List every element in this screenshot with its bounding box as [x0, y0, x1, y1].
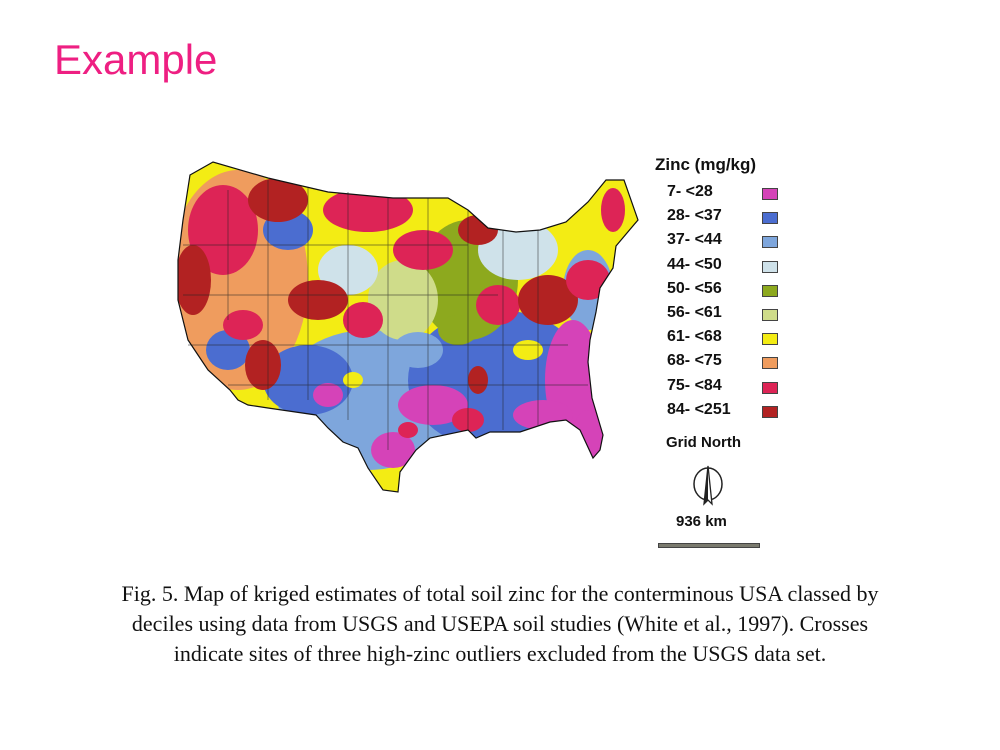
caption-line: Fig. 5. Map of kriged estimates of total…	[121, 581, 879, 606]
legend-swatch	[762, 357, 778, 370]
zinc-map	[168, 150, 648, 550]
legend-label: 28- <37	[667, 207, 722, 225]
legend-swatch	[762, 260, 778, 273]
legend-label: 61- <68	[667, 328, 722, 346]
legend-swatch	[762, 188, 778, 200]
legend-label: 56- <61	[667, 303, 722, 321]
legend-label: 75- <84	[667, 376, 722, 394]
legend-swatch	[762, 212, 778, 225]
state-boundaries	[183, 180, 588, 450]
scale-bar	[658, 543, 760, 548]
legend-label: 68- <75	[667, 352, 722, 370]
grid-north-label: Grid North	[666, 434, 741, 451]
legend-item: 56- <61	[655, 302, 805, 326]
legend-item: 28- <37	[655, 205, 805, 229]
legend-swatch	[762, 308, 778, 321]
legend-item: 44- <50	[655, 254, 805, 278]
legend-label: 44- <50	[667, 255, 722, 273]
legend-swatch	[762, 381, 778, 394]
usa-outline	[177, 161, 639, 493]
legend-label: 50- <56	[667, 279, 722, 297]
legend-swatch	[762, 236, 778, 249]
legend-label: 37- <44	[667, 231, 722, 249]
legend-label: 84- <251	[667, 400, 731, 418]
zinc-surface	[178, 162, 638, 492]
usa-map-svg	[177, 161, 639, 493]
caption-line: indicate sites of three high-zinc outlie…	[173, 641, 827, 666]
legend-item: 61- <68	[655, 326, 805, 350]
legend-swatch	[762, 284, 778, 297]
north-arrow-icon	[693, 465, 723, 506]
caption-line: deciles using data from USGS and USEPA s…	[131, 611, 869, 636]
legend-item: 7- <28	[655, 181, 805, 205]
figure-caption: Fig. 5. Map of kriged estimates of total…	[40, 579, 960, 669]
legend-swatch	[762, 333, 778, 346]
legend-item: 84- <251	[655, 399, 805, 423]
slide-title: Example	[54, 36, 218, 83]
scale-label: 936 km	[676, 513, 727, 530]
legend-item: 68- <75	[655, 350, 805, 374]
legend-swatch	[762, 405, 778, 418]
legend-item: 75- <84	[655, 375, 805, 399]
legend-label: 7- <28	[667, 183, 713, 200]
legend-item: 50- <56	[655, 278, 805, 302]
map-legend: Zinc (mg/kg) 7- <28 28- <37 37- <44 44- …	[655, 155, 805, 423]
legend-title: Zinc (mg/kg)	[655, 155, 757, 174]
legend-item: 37- <44	[655, 229, 805, 253]
